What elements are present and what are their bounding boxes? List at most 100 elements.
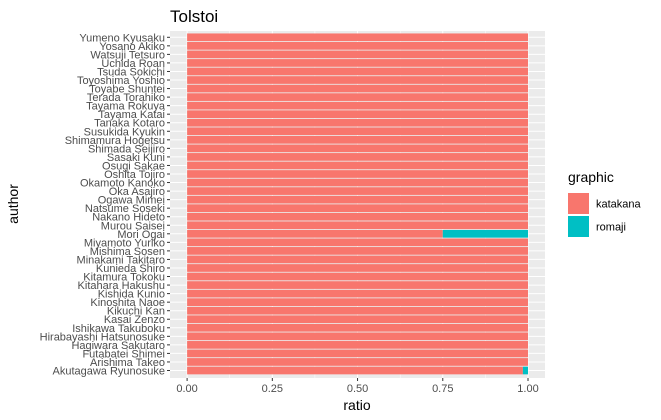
y-tick-label: Shimamura Hogetsu bbox=[65, 135, 165, 147]
y-tick-label: Tayama Rokuya bbox=[86, 101, 166, 113]
bar-katakana bbox=[187, 229, 443, 238]
bar-katakana bbox=[187, 84, 528, 93]
y-tick-label: Mori Ogai bbox=[117, 229, 165, 241]
bar-katakana bbox=[187, 264, 528, 272]
bars bbox=[187, 33, 528, 375]
y-tick-label: Natsume Soseki bbox=[85, 203, 165, 215]
legend-key-katakana bbox=[568, 193, 589, 214]
y-tick-label: Kishida Kunio bbox=[98, 289, 165, 301]
bar-katakana bbox=[187, 247, 528, 255]
x-tick-label: 1.00 bbox=[517, 383, 538, 395]
bar-romaji bbox=[442, 229, 528, 238]
bar-katakana bbox=[187, 349, 528, 358]
y-tick-label: Futabatei Shimei bbox=[82, 348, 165, 360]
bar-katakana bbox=[187, 118, 528, 127]
y-tick-label: Osugi Sakae bbox=[102, 160, 165, 172]
bar-katakana bbox=[187, 41, 528, 50]
bar-katakana bbox=[187, 306, 528, 315]
bar-katakana bbox=[187, 204, 528, 213]
x-axis-title: ratio bbox=[343, 397, 370, 413]
bar-katakana bbox=[187, 281, 528, 289]
y-tick-label: Akutagawa Ryunosuke bbox=[52, 366, 165, 378]
y-tick-label: Kitamura Tokoku bbox=[83, 272, 165, 284]
bar-katakana bbox=[187, 161, 528, 170]
y-tick-label: Tanaka Kotaro bbox=[94, 118, 165, 130]
bar-katakana bbox=[187, 272, 528, 281]
bar-katakana bbox=[187, 101, 528, 110]
bar-katakana bbox=[187, 153, 528, 161]
bar-katakana bbox=[187, 289, 528, 298]
y-tick-label: Toyoshima Yoshio bbox=[77, 75, 165, 87]
bar-katakana bbox=[187, 212, 528, 221]
x-tick-label: 0.25 bbox=[262, 383, 283, 395]
y-tick-label: Murou Saisei bbox=[101, 220, 165, 232]
y-tick-label: Arishima Takeo bbox=[90, 357, 165, 369]
y-tick-label: Susukida Kyukin bbox=[84, 126, 165, 138]
bar-katakana bbox=[187, 341, 528, 349]
bar-katakana bbox=[187, 238, 528, 247]
legend-key-romaji bbox=[568, 216, 589, 237]
bar-katakana bbox=[187, 67, 528, 76]
bar-katakana bbox=[187, 144, 528, 153]
bar-katakana bbox=[187, 170, 528, 178]
y-tick-label: Ogawa Mimei bbox=[98, 195, 165, 207]
y-tick-label: Minakami Takitaro bbox=[77, 254, 165, 266]
y-tick-label: Kunieda Shiro bbox=[96, 263, 165, 275]
y-tick-label: Uchida Roan bbox=[101, 58, 165, 70]
x-tick-label: 0.00 bbox=[176, 383, 197, 395]
y-tick-label: Watsuji Tetsuro bbox=[90, 49, 165, 61]
bar-katakana bbox=[187, 33, 528, 42]
y-tick-label: Nakano Hideto bbox=[92, 212, 165, 224]
legend: graphic katakana romaji bbox=[568, 169, 642, 237]
y-tick-label: Oka Asajiro bbox=[109, 186, 165, 198]
y-tick-label: Yumeno Kyusaku bbox=[79, 32, 165, 44]
bar-katakana bbox=[187, 298, 528, 306]
bar-katakana bbox=[187, 110, 528, 119]
y-tick-label: Kasai Zenzo bbox=[104, 314, 165, 326]
y-tick-label: Yosano Akiko bbox=[99, 41, 165, 53]
bar-katakana bbox=[187, 76, 528, 84]
y-axis-title: author bbox=[5, 184, 21, 224]
legend-title: graphic bbox=[568, 169, 614, 185]
y-tick-label: Okamoto Kanoko bbox=[80, 178, 165, 190]
y-tick-label: Miyamoto Yuriko bbox=[84, 237, 165, 249]
legend-items: katakana romaji bbox=[568, 193, 642, 237]
x-tick-label: 0.75 bbox=[432, 383, 453, 395]
chart-title: Tolstoi bbox=[170, 7, 218, 26]
bar-katakana bbox=[187, 221, 528, 230]
y-tick-label: Hirabayashi Hatsunosuke bbox=[40, 331, 165, 343]
y-tick-label: Kitahara Hakushu bbox=[78, 280, 165, 292]
y-tick-label: Sasaki Kuni bbox=[107, 152, 165, 164]
y-tick-label: Ishikawa Takuboku bbox=[72, 323, 165, 335]
bar-katakana bbox=[187, 59, 528, 67]
bar-katakana bbox=[187, 195, 528, 204]
y-tick-label: Tsuda Sokichi bbox=[97, 66, 165, 78]
x-axis-ticks: 0.00 0.25 0.50 0.75 1.00 bbox=[176, 378, 539, 395]
y-tick-label: Toyabe Shuntei bbox=[89, 84, 165, 96]
y-tick-label: Kikuchi Kan bbox=[107, 306, 165, 318]
bar-katakana bbox=[187, 135, 528, 144]
bar-katakana bbox=[187, 358, 528, 366]
bar-katakana bbox=[187, 187, 528, 195]
y-tick-label: Terada Torahiko bbox=[87, 92, 165, 104]
y-tick-label: Tayama Katai bbox=[98, 109, 165, 121]
legend-label-romaji: romaji bbox=[596, 222, 626, 234]
bar-katakana bbox=[187, 315, 528, 324]
bar-katakana bbox=[187, 127, 528, 136]
bar-katakana bbox=[187, 255, 528, 264]
bar-katakana bbox=[187, 323, 528, 332]
x-tick-label: 0.50 bbox=[347, 383, 368, 395]
y-tick-label: Shimada Seijiro bbox=[88, 143, 165, 155]
bar-katakana bbox=[187, 93, 528, 101]
bar-katakana bbox=[187, 366, 523, 375]
bar-katakana bbox=[187, 50, 528, 59]
y-tick-label: Hagiwara Sakutaro bbox=[71, 340, 165, 352]
bar-katakana bbox=[187, 332, 528, 341]
y-tick-label: Kinoshita Naoe bbox=[90, 297, 165, 309]
bar-katakana bbox=[187, 178, 528, 187]
y-tick-label: Mishima Sosen bbox=[90, 246, 165, 258]
bar-romaji bbox=[522, 366, 528, 375]
legend-label-katakana: katakana bbox=[596, 199, 642, 211]
